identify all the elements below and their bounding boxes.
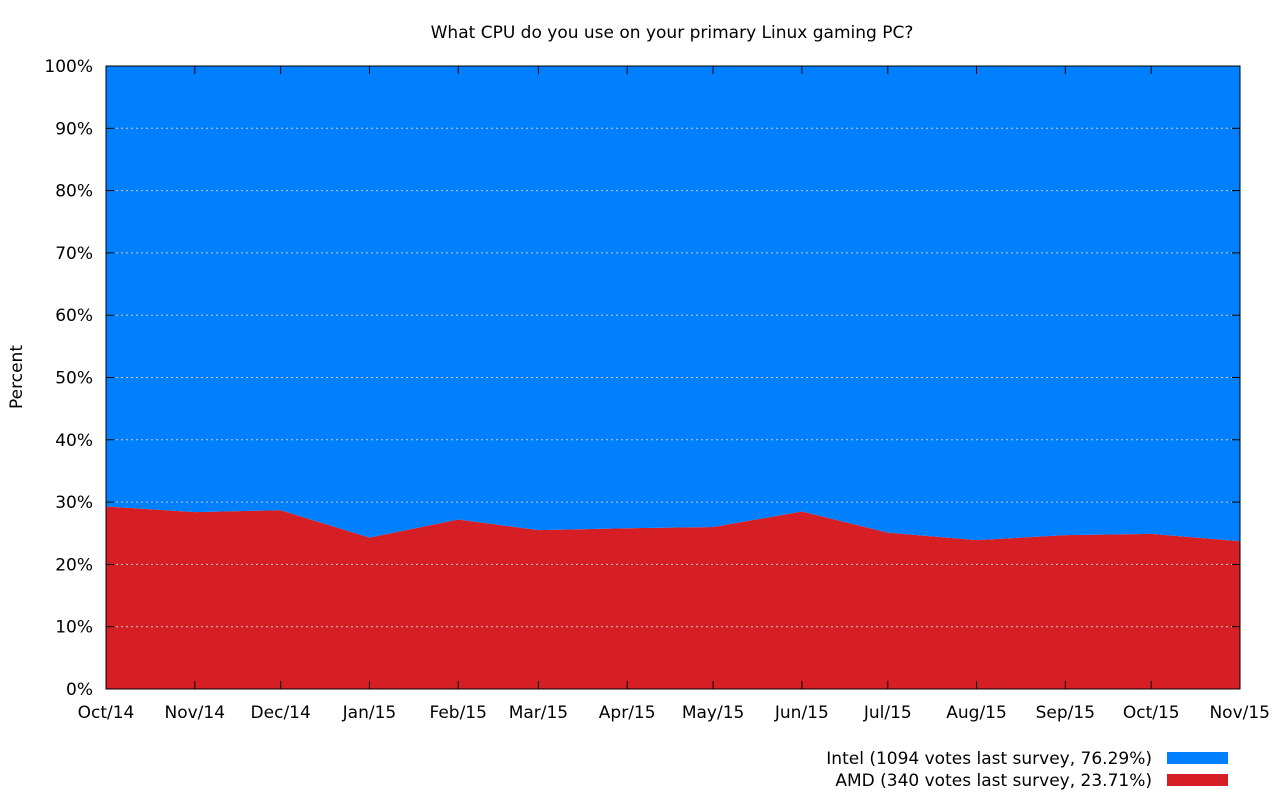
x-tick-label: Oct/14	[78, 703, 135, 723]
y-tick-label: 20%	[55, 555, 93, 575]
area-layers	[106, 66, 1240, 689]
grid-lines	[106, 127, 1240, 628]
x-tick-label: Mar/15	[509, 703, 568, 723]
x-tick-label: Nov/14	[164, 703, 225, 723]
legend-swatch	[1167, 774, 1228, 786]
x-tick-label: May/15	[682, 703, 745, 723]
y-axis-label: Percent	[7, 345, 27, 409]
legend-label: AMD (340 votes last survey, 23.71%)	[835, 771, 1152, 791]
y-tick-label: 60%	[55, 306, 93, 326]
x-tick-label: Apr/15	[599, 703, 656, 723]
area-series-intel	[106, 66, 1240, 542]
y-axis-ticks: 0% 10% 20% 30% 40% 50% 60% 70% 80% 90% 100%	[44, 57, 1240, 700]
y-tick-label: 30%	[55, 493, 93, 513]
y-tick-label: 10%	[55, 618, 93, 638]
y-tick-label: 90%	[55, 119, 93, 139]
y-tick-label: 50%	[55, 369, 93, 389]
legend-label: Intel (1094 votes last survey, 76.29%)	[826, 749, 1152, 769]
x-axis-ticks: Oct/14 Nov/14 Dec/14 Jan/15 Feb/15 Mar/15 Apr/…	[78, 66, 1270, 723]
x-tick-label: Nov/15	[1209, 703, 1270, 723]
chart-title: What CPU do you use on your primary Linu…	[431, 23, 914, 43]
x-tick-label: Dec/14	[251, 703, 311, 723]
x-tick-label: Aug/15	[946, 703, 1007, 723]
x-tick-label: Oct/15	[1123, 703, 1180, 723]
x-tick-label: Sep/15	[1036, 703, 1095, 723]
y-tick-label: 40%	[55, 431, 93, 451]
x-tick-label: Jan/15	[342, 703, 397, 723]
legend-swatch	[1167, 752, 1228, 764]
y-tick-label: 80%	[55, 182, 93, 202]
y-tick-label: 100%	[44, 57, 93, 77]
area-series-amd	[106, 506, 1240, 689]
x-tick-label: Jun/15	[774, 703, 829, 723]
y-tick-label: 70%	[55, 244, 93, 264]
x-tick-label: Jul/15	[863, 703, 912, 723]
legend: Intel (1094 votes last survey, 76.29%)AM…	[826, 749, 1228, 791]
y-tick-label: 0%	[66, 680, 93, 700]
x-tick-label: Feb/15	[429, 703, 486, 723]
